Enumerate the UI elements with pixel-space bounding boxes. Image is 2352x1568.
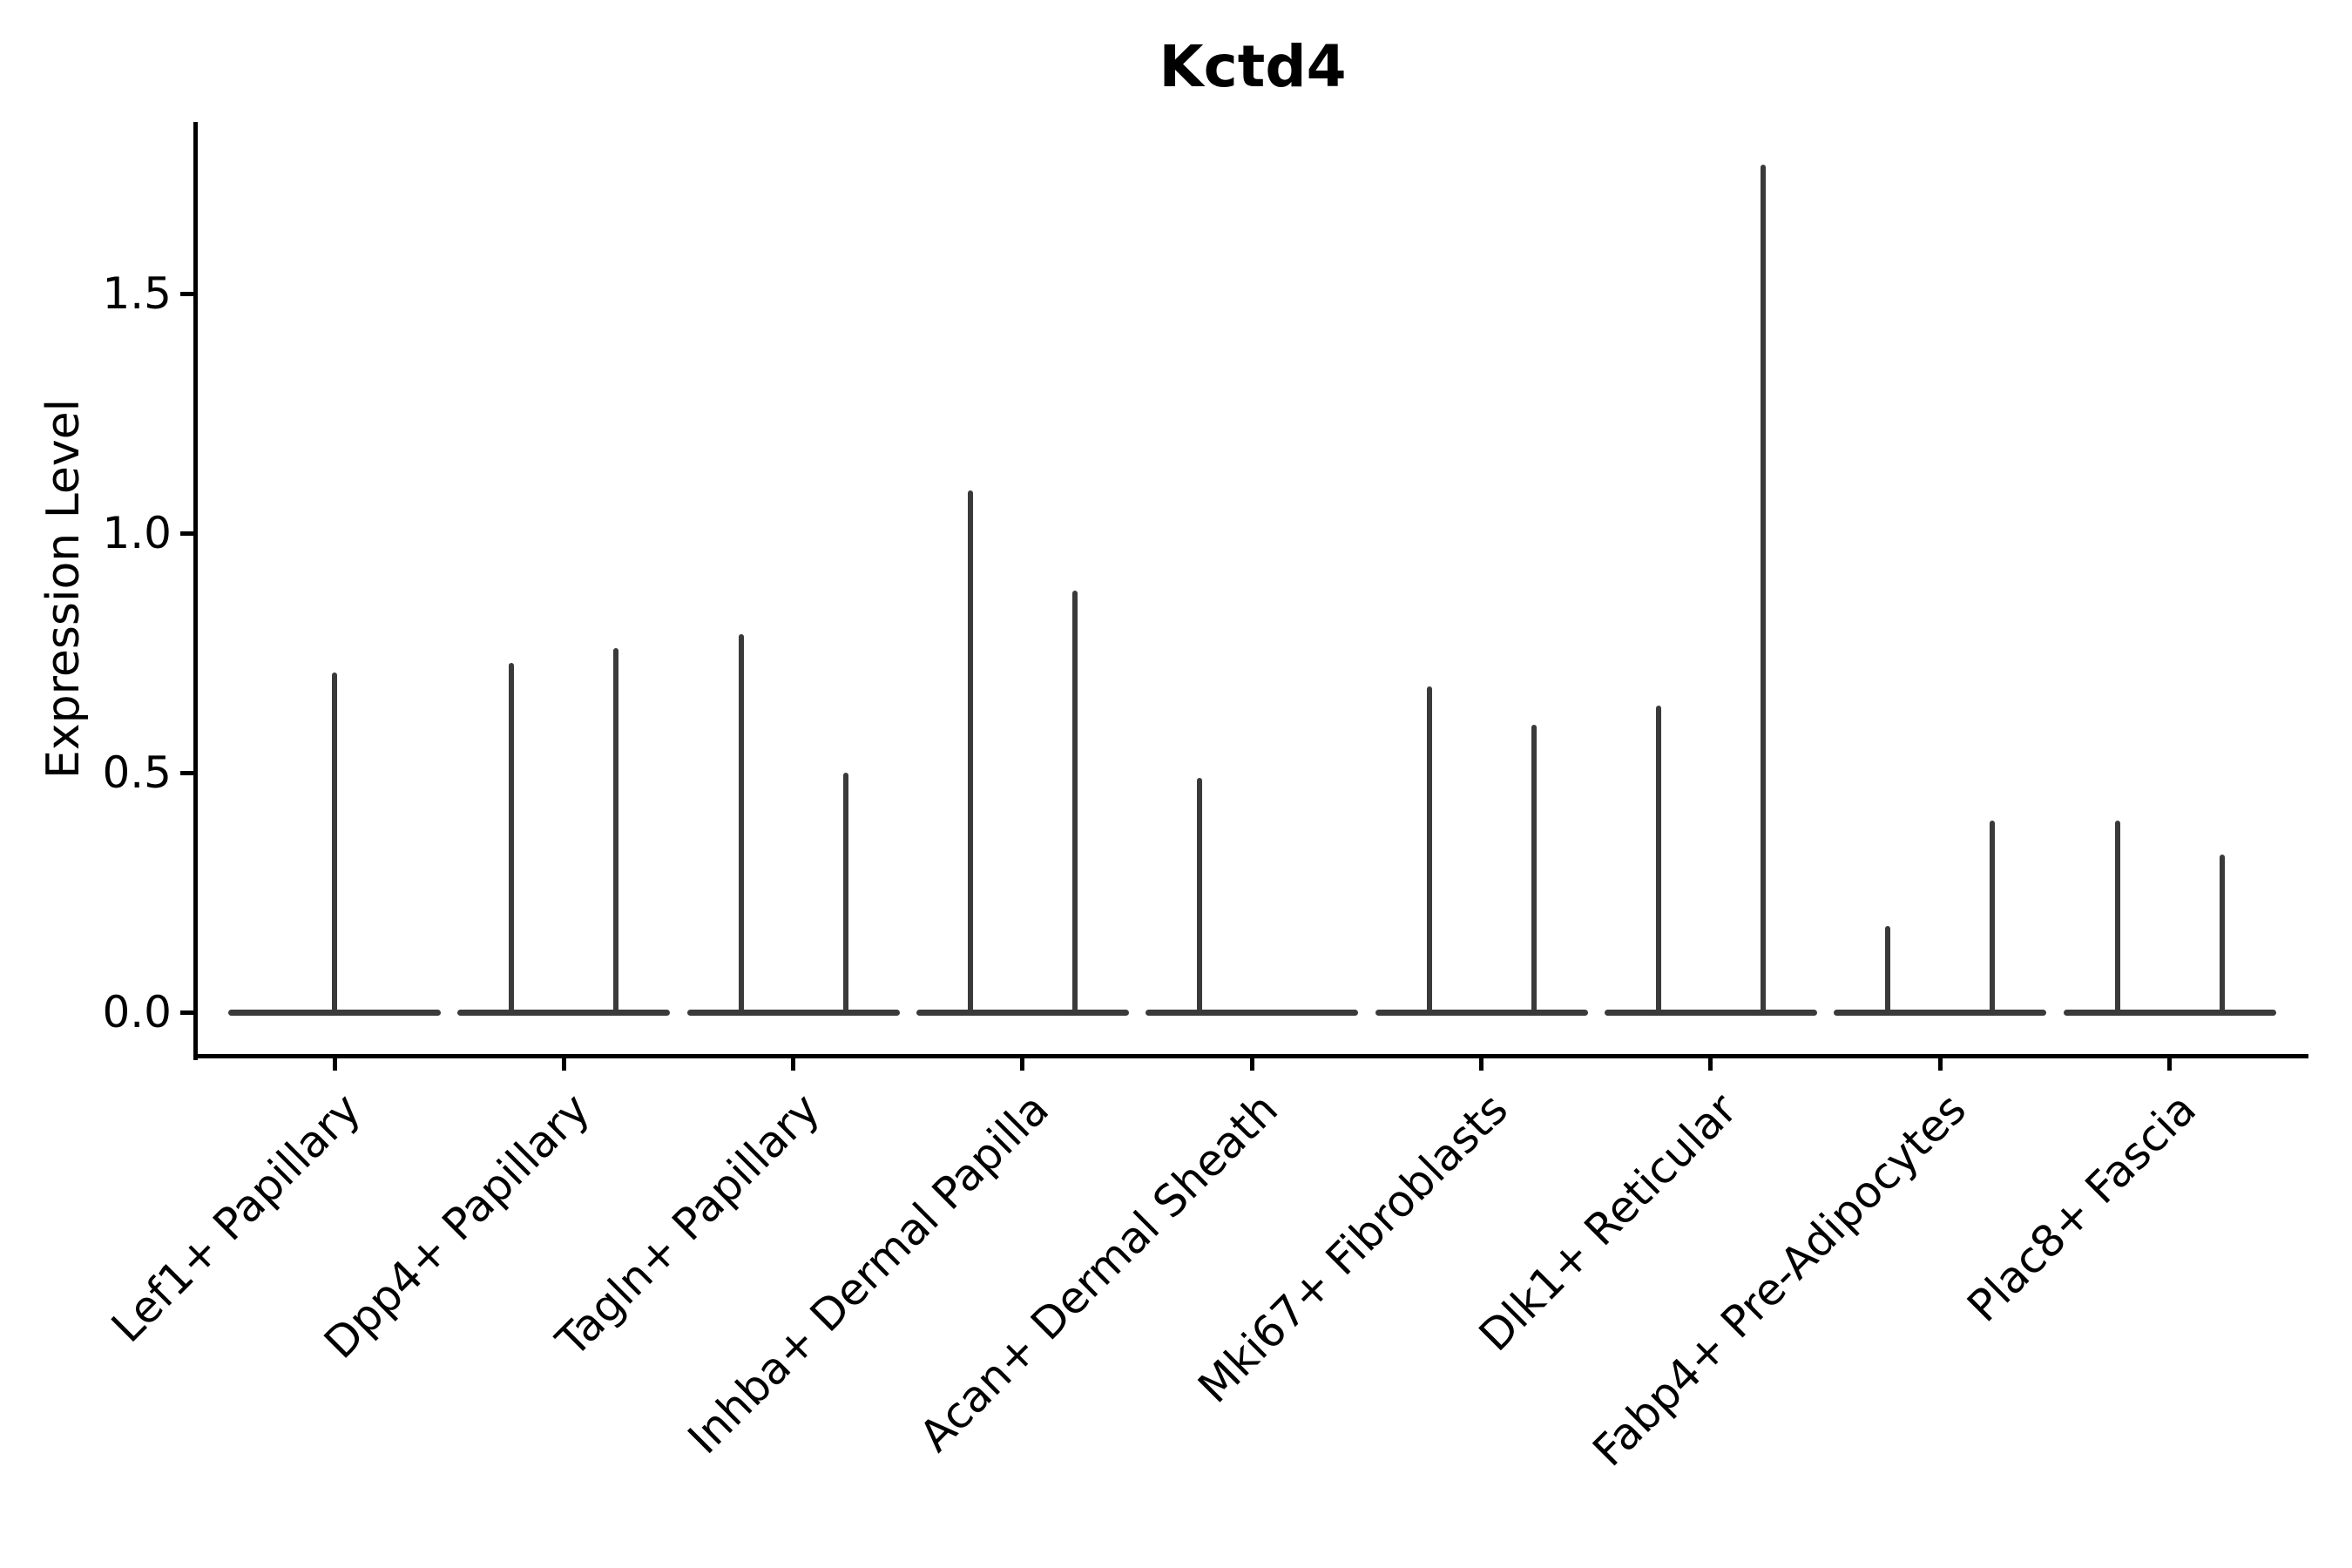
y-tick	[180, 291, 193, 296]
violin-baseline	[1375, 1009, 1588, 1016]
x-tick-label: Dpp4+ Papillary	[314, 1084, 600, 1369]
x-tick-label: Fabp4+ Pre-Adipocytes	[1583, 1084, 1977, 1477]
violin-baseline	[1834, 1009, 2047, 1016]
x-tick	[561, 1058, 566, 1071]
x-axis-spine	[193, 1054, 2308, 1058]
violin-spike	[1990, 821, 1996, 1015]
x-tick-label: Tagln+ Papillary	[546, 1084, 829, 1367]
violin-spike	[613, 648, 619, 1015]
x-tick	[791, 1058, 796, 1071]
y-tick-label: 1.5	[102, 268, 172, 319]
x-tick-label: Inhba+ Dermal Papilla	[678, 1084, 1058, 1464]
violin-spike	[1885, 926, 1891, 1015]
violin-baseline	[686, 1009, 900, 1016]
x-tick	[1249, 1058, 1254, 1071]
violin-spike	[1531, 725, 1537, 1015]
x-tick	[332, 1058, 337, 1071]
violin-spike	[738, 633, 744, 1015]
violin-baseline	[457, 1009, 671, 1016]
violin-baseline	[916, 1009, 1129, 1016]
x-tick	[1020, 1058, 1025, 1071]
y-tick	[180, 1010, 193, 1015]
violin-spike	[1426, 686, 1432, 1015]
violin-baseline	[2063, 1009, 2276, 1016]
y-tick	[180, 770, 193, 775]
x-tick-label: Acan+ Dermal Sheath	[909, 1084, 1288, 1462]
violin-baseline	[1604, 1009, 1817, 1016]
x-tick-label: Plac8+ Fascia	[1957, 1084, 2206, 1332]
x-tick	[2167, 1058, 2173, 1071]
violin-spike	[842, 773, 848, 1015]
y-tick-label: 1.0	[102, 508, 172, 558]
violin-spike	[2114, 821, 2120, 1015]
x-tick	[1708, 1058, 1713, 1071]
x-tick-label: Mki67+ Fibroblasts	[1187, 1084, 1517, 1413]
y-tick-label: 0.5	[102, 747, 172, 798]
y-tick	[180, 531, 193, 536]
y-tick-label: 0.0	[102, 987, 172, 1037]
violin-spike	[967, 490, 973, 1015]
chart-title: Kctd4	[1159, 33, 1347, 100]
violin-spike	[332, 672, 337, 1015]
violin-spike	[1197, 777, 1203, 1015]
violin-spike	[1071, 591, 1078, 1015]
violin-spike	[1655, 706, 1661, 1015]
violin-baseline	[1146, 1009, 1359, 1016]
violin-spike	[2219, 854, 2225, 1015]
y-axis-spine	[193, 122, 198, 1060]
violin-spike	[1760, 164, 1766, 1015]
x-tick	[1479, 1058, 1484, 1071]
x-tick	[1937, 1058, 1943, 1071]
x-tick-label: Dlk1+ Reticular	[1469, 1084, 1747, 1362]
y-axis-label: Expression Level	[37, 398, 90, 780]
violin-spike	[509, 662, 515, 1015]
